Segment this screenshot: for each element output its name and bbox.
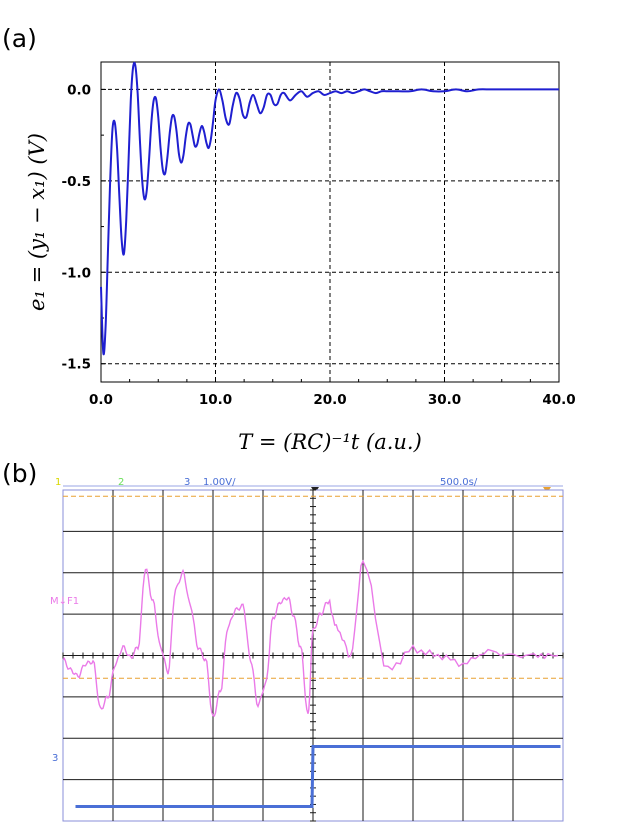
scope-volts-per-div: 1.00V/: [203, 477, 236, 488]
panel-a-x-tick-label: 30.0: [428, 392, 461, 408]
panel-a-y-axis-label: e₁ = (y₁ − x₁) (V): [25, 133, 49, 311]
scope-ch1-label: 1: [55, 477, 61, 488]
scope-time-per-div: 500.0s/: [440, 477, 478, 488]
panel-a-x-axis-label: T = (RC)⁻¹t (a.u.): [238, 430, 422, 454]
scope-trace-math: [62, 559, 559, 717]
panel-a-x-tick-label: 10.0: [199, 392, 232, 408]
scope-trace-ch3: [75, 745, 561, 808]
panel-a-x-tick-label: 20.0: [313, 392, 346, 408]
scope-ch3-ground-marker: 3: [52, 753, 58, 764]
panel-a-x-tick-label: 0.0: [89, 392, 113, 408]
panel-a-ticks: 0.0 10.0 20.0 30.0 40.0 0.0 -0.5 -1.0 -1.5: [61, 82, 575, 408]
panel-a-frame: [100, 61, 560, 383]
panel-a-y-tick-label: 0.0: [67, 82, 91, 98]
panel-a-y-tick-label: -0.5: [61, 174, 91, 190]
panel-a-label: (a): [2, 24, 37, 53]
panel-a-y-tick-label: -1.0: [61, 265, 91, 281]
scope-ch2-label: 2: [118, 477, 124, 488]
panel-b-label: (b): [2, 459, 37, 488]
panel-a-chart: 0.0 10.0 20.0 30.0 40.0 0.0 -0.5 -1.0 -1.5 T = (…: [25, 61, 576, 454]
scope-math-marker: M↓F1: [50, 596, 79, 607]
panel-a-y-tick-label: -1.5: [61, 357, 91, 373]
panel-a-x-tick-label: 40.0: [542, 392, 575, 408]
panel-a-series-line: [100, 61, 559, 356]
scope-ch3-label: 3: [184, 477, 190, 488]
panel-b-scope: 1 2 3 1.00V/ 500.0s/ M↓F1 3: [50, 477, 564, 822]
